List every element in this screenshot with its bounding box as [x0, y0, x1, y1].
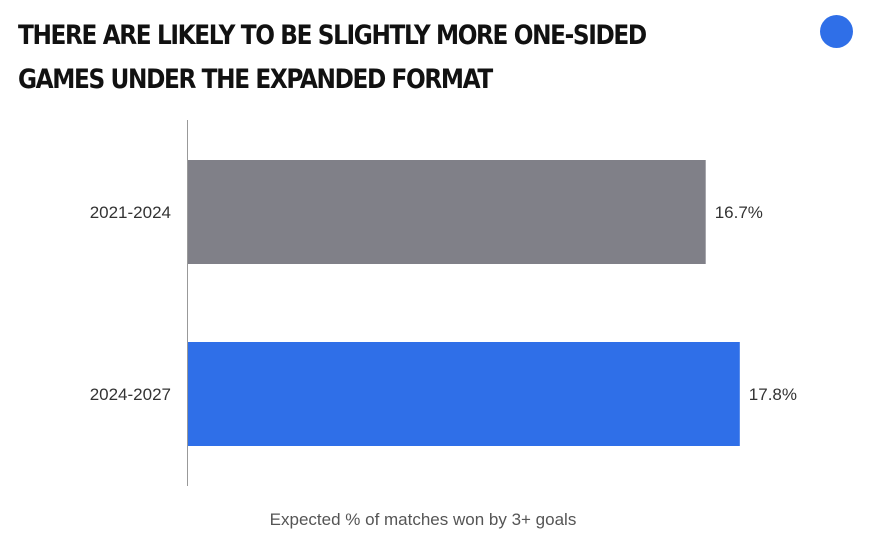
bars-group: 2021-2024 16.7% 2024-2027 17.8%	[90, 160, 797, 446]
value-label-2021-2024: 16.7%	[715, 203, 763, 222]
bar-2024-2027	[188, 342, 740, 446]
bar-2021-2024	[188, 160, 706, 264]
brand-logo-dot	[820, 15, 853, 48]
chart-title: THERE ARE LIKELY TO BE SLIGHTLY MORE ONE…	[18, 20, 647, 95]
category-label-2024-2027: 2024-2027	[90, 385, 171, 404]
category-label-2021-2024: 2021-2024	[90, 203, 171, 222]
value-label-2024-2027: 17.8%	[749, 385, 797, 404]
x-axis-title: Expected % of matches won by 3+ goals	[270, 510, 577, 529]
